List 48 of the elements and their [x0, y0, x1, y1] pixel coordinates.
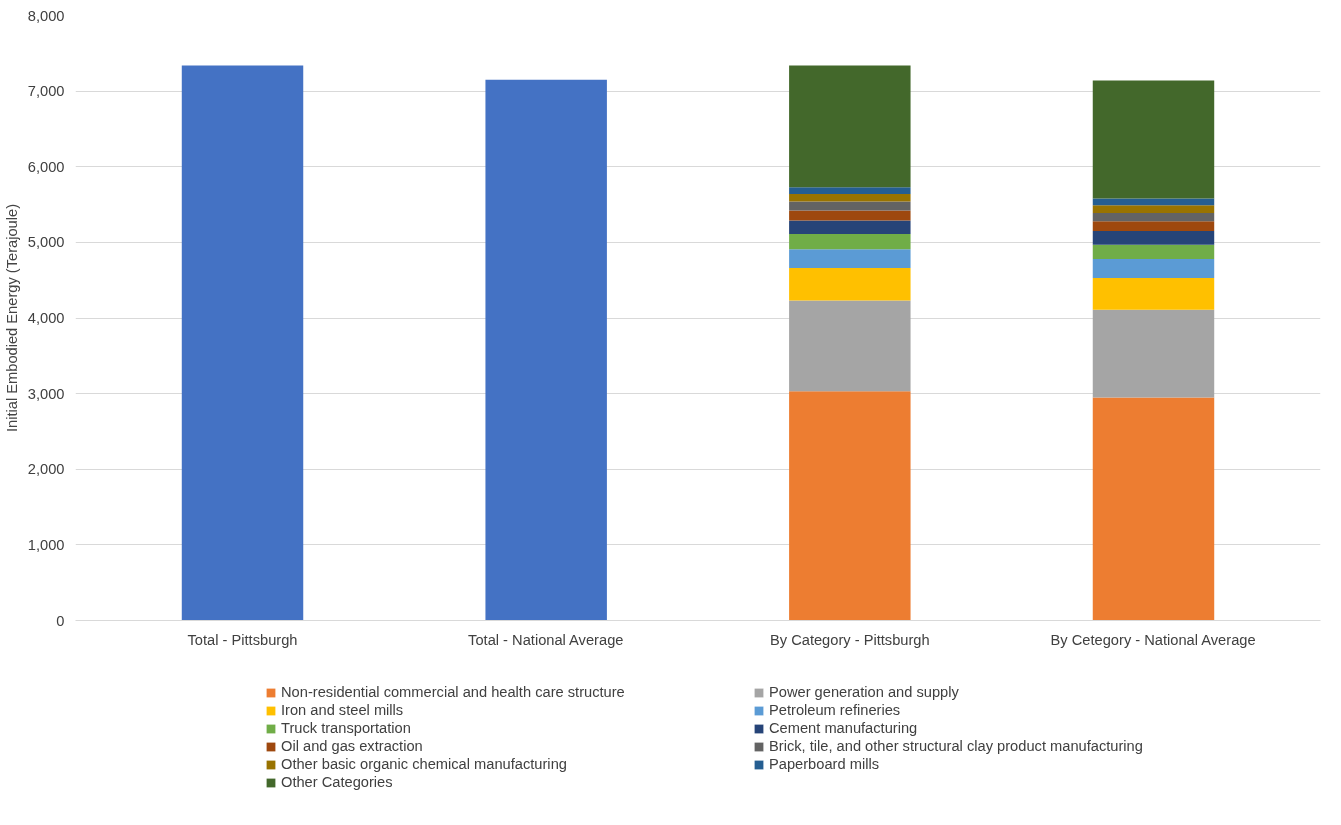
legend-label: Oil and gas extraction [281, 738, 424, 754]
x-tick-label: By Category - Pittsburgh [770, 631, 930, 648]
legend-label: Power generation and supply [769, 684, 960, 700]
y-tick-label: 8,000 [27, 7, 65, 24]
legend-label: Truck transportation [281, 720, 412, 736]
bar [789, 249, 911, 269]
bar [485, 79, 607, 621]
bar [789, 201, 911, 211]
legend-label: Iron and steel mills [281, 702, 405, 718]
bar [1092, 397, 1215, 621]
bar [1092, 277, 1215, 310]
bar [1092, 231, 1215, 245]
bar [789, 65, 911, 188]
bar [1092, 221, 1215, 232]
bar [789, 210, 911, 221]
bar [789, 220, 911, 235]
y-tick-label: 5,000 [27, 234, 65, 251]
bar [1092, 244, 1215, 260]
y-tick-label: 1,000 [27, 536, 65, 553]
bar [789, 234, 911, 250]
x-tick-label: By Cetegory - National Average [1050, 631, 1256, 648]
bar [1092, 309, 1215, 398]
legend-label: Petroleum refineries [769, 702, 902, 718]
bar [1092, 80, 1215, 199]
y-axis-title: Initial Embodied Energy (Terajoule) [3, 203, 20, 433]
bar [1092, 259, 1215, 278]
bar [789, 391, 911, 621]
bar [1092, 205, 1215, 213]
legend-label: Non-residential commercial and health care structure [281, 684, 626, 700]
y-tick-label: 3,000 [27, 385, 65, 402]
legend-label: Other Categories [281, 774, 394, 790]
y-tick-label: 2,000 [27, 461, 65, 478]
legend-label: Cement manufacturing [769, 720, 919, 736]
x-tick-label: Total - National Average [468, 631, 624, 648]
bar [1092, 212, 1215, 222]
legend-label: Paperboard mills [769, 756, 880, 772]
bar [789, 187, 911, 194]
legend-label: Other basic organic chemical manufacturing [281, 756, 568, 772]
y-tick-label: 0 [56, 612, 65, 629]
bar [789, 268, 911, 301]
y-tick-label: 4,000 [27, 310, 65, 326]
bar [181, 65, 304, 621]
y-tick-label: 6,000 [27, 158, 65, 175]
bar [789, 193, 911, 202]
x-tick-label: Total - Pittsburgh [187, 631, 298, 648]
legend-label: Brick, tile, and other structural clay product manufacturing [769, 738, 1144, 754]
bar [789, 300, 911, 392]
y-tick-label: 7,000 [27, 83, 65, 100]
